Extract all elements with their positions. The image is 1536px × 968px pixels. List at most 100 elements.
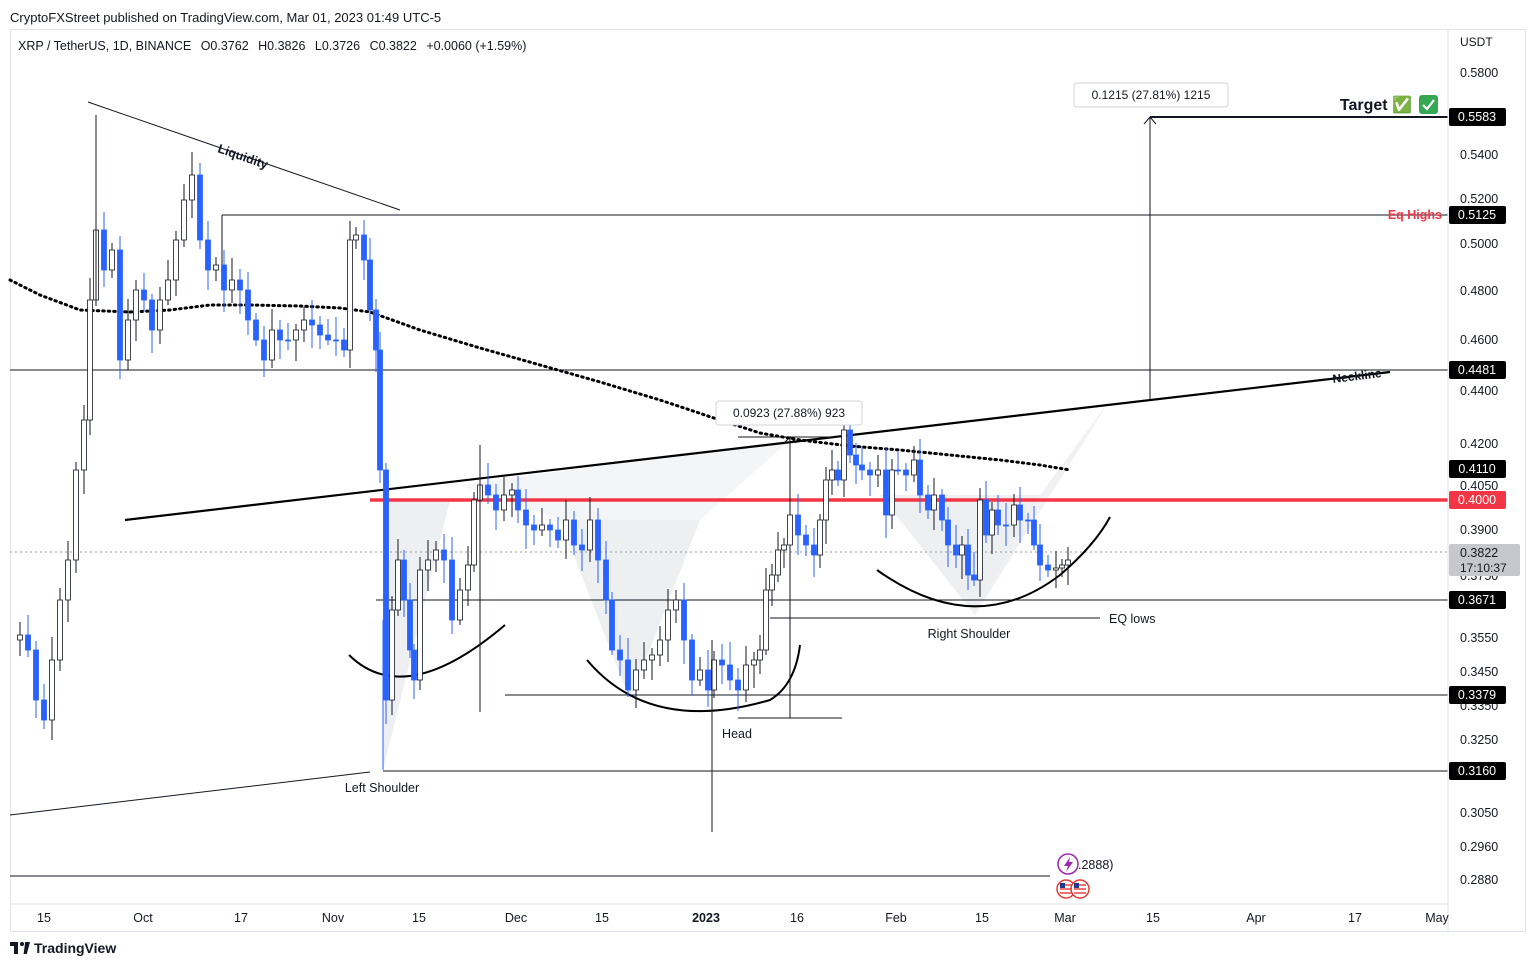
candle: [395, 539, 401, 616]
candle-body: [65, 559, 71, 601]
price-tag-label: 0.3160: [1458, 764, 1496, 778]
candle-body: [57, 599, 63, 661]
candle-body: [1003, 524, 1009, 527]
symbol-legend: XRP / TetherUS, 1D, BINANCE O0.3762 H0.3…: [18, 39, 532, 53]
head-label: Head: [722, 727, 752, 741]
candle-body: [33, 649, 39, 701]
candle-body: [633, 669, 639, 691]
x-tick-label: 15: [1146, 911, 1160, 925]
ohlc-open: O0.3762: [200, 39, 249, 53]
candle-body: [735, 679, 741, 691]
candle-body: [417, 569, 423, 681]
y-tick-label: 0.2880: [1460, 873, 1498, 887]
candle-body: [539, 524, 545, 531]
candle: [117, 236, 123, 379]
ohlc-low: L0.3726: [314, 39, 361, 53]
y-tick-label: 0.2960: [1460, 840, 1498, 854]
candle-body: [953, 544, 959, 556]
liquidity-label: Liquidity: [216, 142, 270, 172]
candle: [587, 497, 593, 562]
price-tag-label: 0.4481: [1458, 363, 1496, 377]
candle-body: [181, 199, 187, 241]
candle: [449, 537, 455, 634]
candle-body: [681, 599, 687, 641]
tradingview-mark-icon: [10, 942, 30, 954]
x-tick-label: Feb: [885, 911, 907, 925]
price-tag: [1449, 591, 1506, 609]
candle: [165, 260, 171, 305]
candle-body: [509, 489, 515, 496]
tradingview-brand: TradingView: [34, 940, 117, 956]
x-tick-label: 17: [234, 911, 248, 925]
candle: [735, 668, 741, 711]
candle-body: [829, 469, 835, 481]
candle: [971, 552, 977, 586]
candle-body: [347, 239, 353, 351]
candle: [25, 615, 31, 657]
axis-layer: USDT 0.5800 0.5400 0.5200 0.5000 0.4800 0.4600…: [10, 29, 1520, 932]
y-tick-label: 0.4200: [1460, 437, 1498, 451]
candle: [547, 519, 553, 547]
candle: [157, 287, 163, 344]
candle-body: [883, 469, 889, 516]
candle-body: [547, 524, 553, 531]
candle-body: [285, 339, 291, 342]
candle: [917, 439, 923, 513]
candle: [953, 525, 959, 568]
candle-body: [197, 174, 203, 241]
candle-body: [229, 279, 235, 291]
candle-body: [719, 659, 725, 666]
lightning-event-icon: [1064, 857, 1073, 872]
candle-body: [743, 664, 749, 691]
candle-body: [835, 469, 841, 481]
right-shoulder-label: Right Shoulder: [928, 627, 1011, 641]
candle-body: [317, 324, 323, 336]
tradingview-logo[interactable]: TradingView: [10, 940, 116, 956]
candle: [617, 635, 623, 676]
candle: [1011, 494, 1017, 537]
y-tick-label: 0.5000: [1460, 237, 1498, 251]
candle-body: [269, 329, 275, 361]
candle: [309, 300, 315, 348]
candle-body: [895, 469, 901, 472]
candle: [433, 541, 439, 572]
candle: [457, 578, 463, 625]
candle-body: [125, 319, 131, 361]
candle-body: [189, 174, 195, 201]
neckline: [124, 370, 1391, 522]
candle-body: [173, 239, 179, 281]
candle: [1065, 547, 1071, 585]
ohlc-close: C0.3822: [369, 39, 417, 53]
candle-body: [309, 319, 315, 326]
candle: [563, 500, 569, 559]
x-tick-label: 2023: [692, 911, 720, 925]
candle-body: [395, 559, 401, 611]
candle-body: [1031, 519, 1037, 546]
candle-body: [373, 309, 379, 351]
us-flag-canton: [1060, 883, 1065, 888]
candle: [377, 332, 383, 483]
candle: [87, 278, 93, 435]
event-value-label: .2888): [1078, 858, 1113, 872]
eq-highs-label: Eq Highs: [1388, 208, 1442, 222]
symbol-name[interactable]: XRP / TetherUS, 1D, BINANCE: [18, 39, 192, 53]
candle-body: [433, 549, 439, 561]
x-tick-label: 15: [595, 911, 609, 925]
candle-body: [875, 469, 881, 476]
candle-body: [1053, 567, 1059, 571]
candle-body: [277, 329, 283, 341]
x-tick-label: Dec: [505, 911, 527, 925]
candle: [133, 280, 139, 341]
candle-body: [841, 429, 847, 481]
candle: [49, 637, 55, 740]
candle-body: [523, 509, 529, 526]
candle: [995, 495, 1001, 535]
candle: [367, 238, 373, 321]
candle: [221, 250, 227, 312]
liquidity-line: [87, 101, 401, 211]
candle: [911, 446, 917, 482]
candle: [361, 220, 367, 280]
neckline-label: Neckline: [1332, 366, 1383, 386]
candle: [571, 511, 577, 555]
